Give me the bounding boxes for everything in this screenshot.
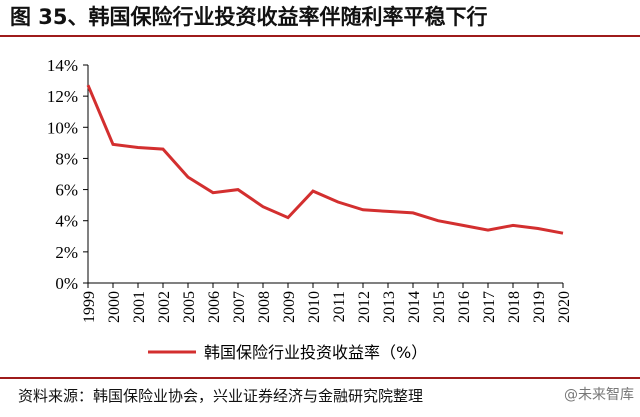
- series-group: [86, 84, 564, 235]
- x-tick-label: 2014: [406, 291, 423, 323]
- watermark: @未来智库: [564, 387, 634, 403]
- chart: 0% 2% 4% 6% 8% 10% 12% 14% 1999 2000 2001 2002 2005…: [47, 56, 573, 362]
- x-tick-label: 2007: [231, 291, 248, 323]
- y-tick-label: 2%: [55, 243, 78, 262]
- legend-label: 韩国保险行业投资收益率（%）: [204, 343, 427, 362]
- y-tick-label: 10%: [47, 118, 78, 137]
- x-tick-label: 2019: [531, 291, 548, 323]
- y-tick-label: 12%: [47, 87, 78, 106]
- x-tick-label: 2010: [306, 291, 323, 323]
- chart-axes: [87, 65, 563, 284]
- y-tick-label: 4%: [55, 212, 78, 231]
- x-tick-label: 2000: [106, 291, 123, 323]
- x-tick-label: 2020: [556, 291, 573, 323]
- x-axis-ticks: 1999 2000 2001 2002 2005 2006 2007 2008 2009 2010…: [81, 283, 573, 323]
- source-note: 资料来源：韩国保险业协会，兴业证券经济与金融研究院整理: [0, 377, 640, 417]
- x-tick-label: 2015: [431, 291, 448, 323]
- y-tick-label: 6%: [55, 181, 78, 200]
- x-tick-label: 2018: [506, 291, 523, 323]
- legend: 韩国保险行业投资收益率（%）: [148, 343, 427, 362]
- x-tick-label: 1999: [81, 291, 98, 323]
- x-tick-label: 2013: [381, 291, 398, 323]
- y-axis-ticks: 0% 2% 4% 6% 8% 10% 12% 14%: [47, 56, 88, 293]
- x-tick-label: 2005: [181, 291, 198, 323]
- x-tick-label: 2012: [356, 291, 373, 323]
- y-tick-label: 8%: [55, 149, 78, 168]
- x-tick-label: 2017: [481, 291, 498, 323]
- x-tick-label: 2002: [156, 291, 173, 323]
- y-tick-label: 0%: [55, 274, 78, 293]
- figure-title: 图 35、韩国保险行业投资收益率伴随利率平稳下行: [0, 0, 640, 37]
- x-tick-label: 2011: [331, 291, 348, 322]
- x-tick-label: 2006: [206, 291, 223, 323]
- x-tick-label: 2016: [456, 291, 473, 323]
- x-tick-label: 2001: [131, 291, 148, 323]
- y-tick-label: 14%: [47, 56, 78, 75]
- x-tick-label: 2008: [256, 291, 273, 323]
- x-tick-label: 2009: [281, 291, 298, 323]
- series-line: [86, 84, 564, 235]
